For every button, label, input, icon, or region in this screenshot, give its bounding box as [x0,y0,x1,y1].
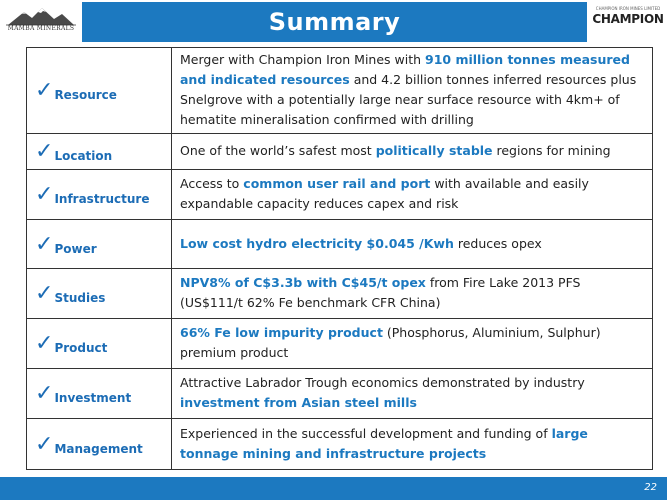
row-description: 66% Fe low impurity product (Phosphorus,… [171,318,653,369]
description-text: One of the world’s safest most [180,143,376,158]
row-label: Power [54,241,97,256]
check-icon: ✓ [35,281,54,306]
check-icon: ✓ [35,431,54,457]
row-description: NPV8% of C$3.3b with C$45/t opex from Fi… [171,268,653,319]
right-logo-small-text: CHAMPION IRON MINES LIMITED [595,6,661,11]
row-description: Low cost hydro electricity $0.045 /Kwh r… [171,219,653,269]
row-label-cell: ✓Studies [26,268,172,319]
check-icon: ✓ [35,139,54,164]
highlight-text: large tonnage mining and infrastructure … [180,425,588,461]
check-icon: ✓ [35,182,54,207]
row-label: Infrastructure [54,192,150,206]
row-label-cell: ✓Investment [26,368,172,419]
mamba-minerals-logo: MAMBA MINERALS [4,6,78,38]
check-icon: ✓ [35,231,54,257]
row-label: Resource [54,88,117,102]
highlight-text: NPV8% of C$3.3b with C$45/t opex [180,275,426,290]
description-text: from Fire Lake 2013 PFS (US$111/t 62% Fe… [180,275,581,310]
highlight-text: common user rail and port [243,176,431,191]
highlight-text: investment from Asian steel mills [180,395,417,410]
page-title: Summary [268,8,401,36]
title-bar: Summary [82,2,587,42]
page-number: 22 [644,482,657,493]
row-label: Location [54,149,113,163]
row-label-cell: ✓Resource [26,47,172,134]
description-text: Experienced in the successful developmen… [180,425,552,441]
row-label: Studies [54,291,106,305]
table-row: ✓Resource Merger with Champion Iron Mines… [26,47,653,134]
highlight-text: politically stable [375,143,493,158]
row-label-cell: ✓Product [26,318,172,369]
row-description: Access to common user rail and port with… [171,169,653,220]
row-description: One of the world’s safest most political… [171,133,653,170]
check-icon: ✓ [35,331,54,356]
footer-bar: 22 [0,477,667,500]
row-label-cell: ✓Management [26,418,172,470]
description-text: Access to [180,176,244,191]
row-label: Management [54,441,143,456]
description-text: regions for mining [492,143,611,158]
check-icon: ✓ [35,381,54,406]
row-label-cell: ✓Infrastructure [26,169,172,220]
table-row: ✓Product 66% Fe low impurity product (Pho… [26,318,653,369]
mountain-logo-icon [6,8,76,26]
description-text: with available and easily expandable cap… [180,176,589,211]
right-logo-text: CHAMPION [592,12,664,26]
table-row: ✓Location One of the world’s safest most … [26,133,653,170]
row-description: Merger with Champion Iron Mines with 910… [171,47,653,134]
description-text: (Phosphorus, Aluminium, Sulphur) premium… [180,325,601,360]
row-description: Experienced in the successful developmen… [171,418,653,470]
check-icon: ✓ [35,78,54,103]
summary-table: ✓Resource Merger with Champion Iron Mines… [26,47,653,470]
table-row: ✓Studies NPV8% of C$3.3b with C$45/t opex… [26,268,653,319]
champion-logo: CHAMPION IRON MINES LIMITED CHAMPION [591,4,665,40]
row-label: Investment [54,391,132,405]
description-text: and 4.2 billion tonnes inferred resource… [180,72,637,127]
table-row: ✓Power Low cost hydro electricity $0.045 … [26,219,653,269]
description-text: Attractive Labrador Trough economics dem… [180,375,585,390]
table-row: ✓Management Experienced in the successful… [26,418,653,470]
table-row: ✓Investment Attractive Labrador Trough ec… [26,368,653,419]
header: MAMBA MINERALS Summary CHAMPION IRON MIN… [0,0,667,44]
row-label: Product [54,341,108,355]
highlight-text: Low cost hydro electricity $0.045 /Kwh [180,235,454,251]
highlight-text: 910 million tonnes measured and indicate… [180,52,630,87]
description-text: Merger with Champion Iron Mines with [180,52,426,67]
left-logo-text: MAMBA MINERALS [7,25,75,32]
row-label-cell: ✓Power [26,219,172,269]
row-description: Attractive Labrador Trough economics dem… [171,368,653,419]
table-row: ✓Infrastructure Access to common user rai… [26,169,653,220]
description-text: reduces opex [453,235,542,251]
highlight-text: 66% Fe low impurity product [180,325,383,340]
row-label-cell: ✓Location [26,133,172,170]
